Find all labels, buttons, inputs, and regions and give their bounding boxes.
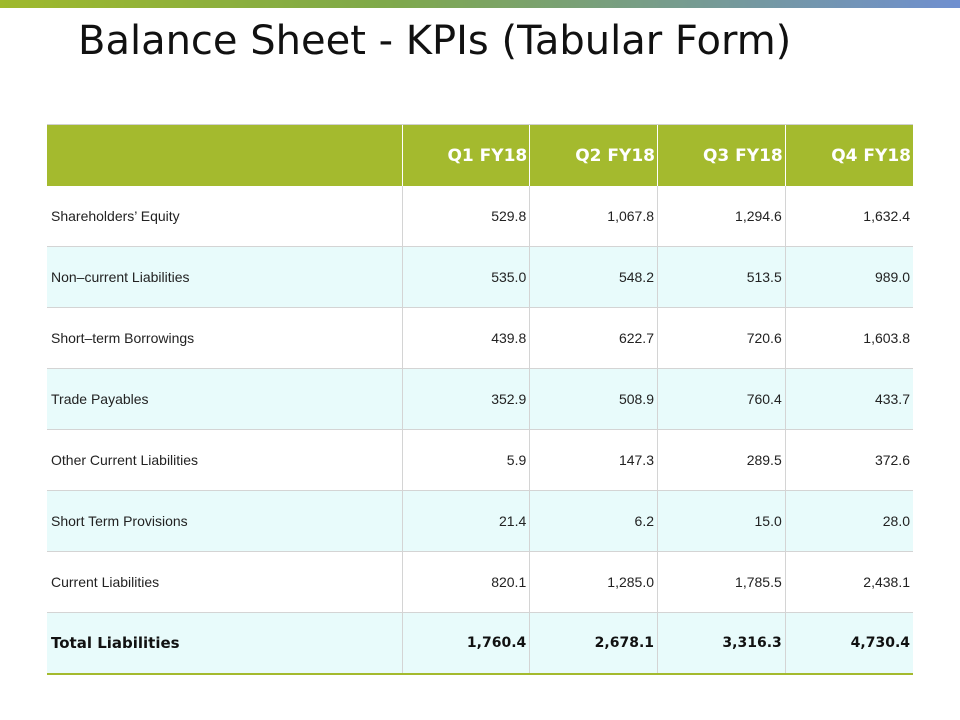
row-label: Shareholders’ Equity <box>47 186 402 247</box>
header-cell-q2: Q2 FY18 <box>529 124 658 186</box>
row-label: Total Liabilities <box>47 612 402 675</box>
cell-q1: 352.9 <box>401 368 530 430</box>
header-cell-q4: Q4 FY18 <box>784 124 913 186</box>
cell-q4: 433.7 <box>784 368 913 430</box>
cell-q3: 720.6 <box>657 307 786 369</box>
row-label: Other Current Liabilities <box>47 429 402 491</box>
cell-q3: 513.5 <box>657 246 786 308</box>
table-row: Shareholders’ Equity 529.8 1,067.8 1,294… <box>47 186 913 247</box>
row-label: Current Liabilities <box>47 551 402 613</box>
cell-q3: 1,294.6 <box>657 186 786 247</box>
cell-q1: 5.9 <box>401 429 530 491</box>
cell-q2: 508.9 <box>529 368 658 430</box>
header-cell-q1: Q1 FY18 <box>401 124 530 186</box>
cell-q3: 1,785.5 <box>657 551 786 613</box>
header-cell-label <box>47 124 402 186</box>
cell-q2: 548.2 <box>529 246 658 308</box>
row-label: Non–current Liabilities <box>47 246 402 308</box>
cell-q2: 622.7 <box>529 307 658 369</box>
cell-q4: 28.0 <box>784 490 913 552</box>
cell-q4: 1,603.8 <box>784 307 913 369</box>
header-cell-q3: Q3 FY18 <box>657 124 786 186</box>
cell-q3: 760.4 <box>657 368 786 430</box>
cell-q1: 529.8 <box>401 186 530 247</box>
row-label: Short–term Borrowings <box>47 307 402 369</box>
cell-q4: 4,730.4 <box>784 612 913 675</box>
cell-q4: 2,438.1 <box>784 551 913 613</box>
cell-q4: 989.0 <box>784 246 913 308</box>
cell-q4: 1,632.4 <box>784 186 913 247</box>
cell-q1: 439.8 <box>401 307 530 369</box>
cell-q4: 372.6 <box>784 429 913 491</box>
table-row: Trade Payables 352.9 508.9 760.4 433.7 <box>47 368 913 430</box>
cell-q2: 6.2 <box>529 490 658 552</box>
top-accent-bar <box>0 0 960 8</box>
table-row: Other Current Liabilities 5.9 147.3 289.… <box>47 429 913 491</box>
table-row: Short Term Provisions 21.4 6.2 15.0 28.0 <box>47 490 913 552</box>
cell-q3: 15.0 <box>657 490 786 552</box>
cell-q1: 535.0 <box>401 246 530 308</box>
table-header-row: Q1 FY18 Q2 FY18 Q3 FY18 Q4 FY18 <box>47 124 913 186</box>
cell-q1: 820.1 <box>401 551 530 613</box>
cell-q3: 3,316.3 <box>657 612 786 675</box>
slide-title: Balance Sheet - KPIs (Tabular Form) <box>78 18 792 64</box>
cell-q2: 2,678.1 <box>529 612 658 675</box>
table-row: Non–current Liabilities 535.0 548.2 513.… <box>47 246 913 308</box>
row-label: Trade Payables <box>47 368 402 430</box>
cell-q3: 289.5 <box>657 429 786 491</box>
table-row: Current Liabilities 820.1 1,285.0 1,785.… <box>47 551 913 613</box>
table-row: Short–term Borrowings 439.8 622.7 720.6 … <box>47 307 913 369</box>
cell-q2: 1,067.8 <box>529 186 658 247</box>
cell-q2: 147.3 <box>529 429 658 491</box>
table-row-total: Total Liabilities 1,760.4 2,678.1 3,316.… <box>47 612 913 675</box>
cell-q1: 1,760.4 <box>401 612 530 675</box>
row-label: Short Term Provisions <box>47 490 402 552</box>
cell-q1: 21.4 <box>401 490 530 552</box>
kpi-table: Q1 FY18 Q2 FY18 Q3 FY18 Q4 FY18 Sharehol… <box>47 124 913 675</box>
cell-q2: 1,285.0 <box>529 551 658 613</box>
